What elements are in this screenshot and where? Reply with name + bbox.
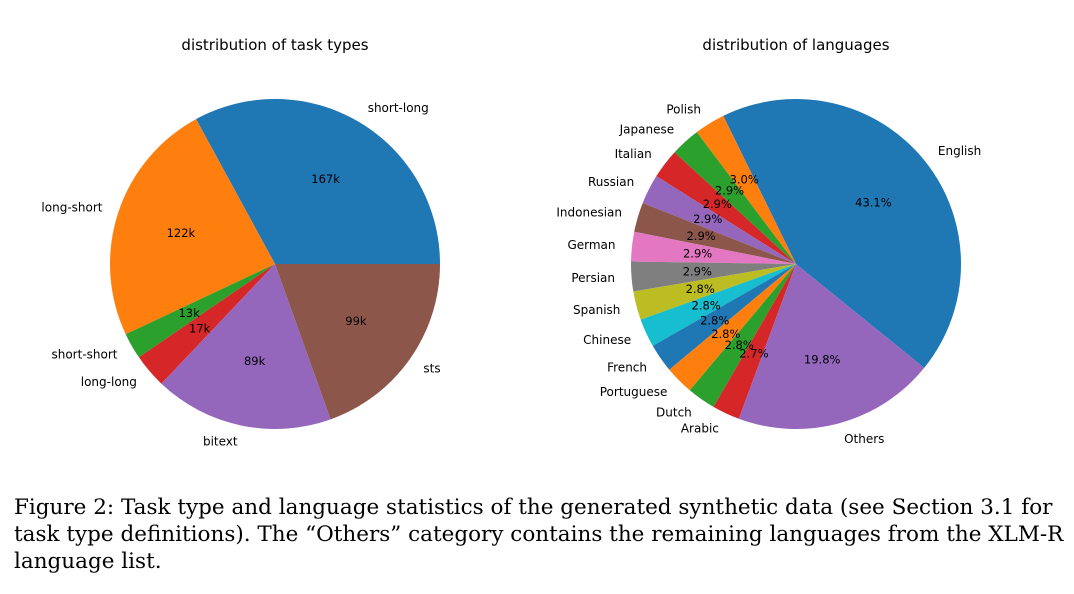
slice-label-polish: Polish	[666, 102, 701, 116]
slice-label-long-short: long-short	[41, 201, 102, 215]
slice-value-english: 43.1%	[855, 195, 892, 209]
slice-value-spanish: 2.8%	[686, 282, 715, 296]
pie-slice-arabic	[713, 264, 796, 419]
pie-slice-russian	[642, 176, 796, 264]
slice-label-arabic: Arabic	[681, 421, 719, 435]
slice-label-sts: sts	[423, 362, 440, 376]
slice-label-bitext: bitext	[203, 435, 238, 449]
slice-value-arabic: 2.7%	[739, 347, 768, 361]
pie-slice-bitext	[161, 264, 331, 429]
pie-slice-dutch	[689, 264, 796, 407]
pie-slice-polish	[696, 115, 796, 265]
slice-label-indonesian: Indonesian	[556, 206, 622, 220]
slice-label-dutch: Dutch	[656, 406, 692, 420]
slice-value-japanese: 2.9%	[715, 184, 744, 198]
figure-caption: Figure 2: Task type and language statist…	[14, 495, 1064, 574]
slice-label-chinese: Chinese	[583, 333, 631, 347]
pie-slice-persian	[631, 261, 796, 292]
slice-value-long-long: 17k	[189, 321, 211, 335]
slice-value-short-short: 13k	[178, 306, 200, 320]
languages-pie-chart: distribution of languages English 43.1% Po…	[556, 36, 981, 446]
pie-slice-portuguese	[669, 264, 796, 391]
slice-value-indonesian: 2.9%	[686, 229, 715, 243]
slice-label-portuguese: Portuguese	[600, 385, 668, 399]
slice-value-dutch: 2.8%	[725, 338, 754, 352]
slice-label-italian: Italian	[615, 147, 652, 161]
slice-value-italian: 2.9%	[703, 197, 732, 211]
slice-label-short-long: short-long	[368, 101, 429, 115]
slice-label-french: French	[607, 361, 647, 375]
languages-chart-title: distribution of languages	[702, 36, 889, 54]
pie-slice-japanese	[674, 132, 796, 264]
slice-value-portuguese: 2.8%	[711, 327, 740, 341]
slice-label-english: English	[938, 144, 981, 158]
slice-label-persian: Persian	[571, 271, 615, 285]
slice-label-japanese: Japanese	[619, 123, 675, 137]
pie-slice-sts	[275, 264, 440, 420]
slice-value-bitext: 89k	[244, 354, 266, 368]
pie-slice-italian	[656, 152, 796, 264]
pie-slice-german	[631, 231, 796, 264]
slice-label-german: German	[567, 238, 615, 252]
pie-slice-long-long	[138, 264, 275, 384]
slice-value-persian: 2.9%	[683, 265, 712, 279]
slice-value-sts: 99k	[345, 314, 367, 328]
pie-slice-short-long	[196, 99, 440, 265]
slice-label-russian: Russian	[588, 175, 634, 189]
slice-label-others: Others	[844, 432, 884, 446]
pie-slice-short-short	[125, 264, 276, 358]
slice-label-spanish: Spanish	[573, 303, 620, 317]
slice-value-russian: 2.9%	[693, 212, 722, 226]
pie-slice-french	[652, 264, 796, 370]
task-types-pie-chart: distribution of task types short-long 167…	[41, 36, 440, 449]
slice-value-others: 19.8%	[804, 353, 841, 367]
slice-value-chinese: 2.8%	[691, 298, 720, 312]
slice-value-short-long: 167k	[311, 172, 340, 186]
pie-slice-spanish	[633, 264, 796, 320]
slice-value-french: 2.8%	[700, 314, 729, 328]
slice-label-short-short: short-short	[51, 347, 117, 361]
slice-value-german: 2.9%	[683, 247, 712, 261]
slice-label-long-long: long-long	[81, 375, 137, 389]
slice-value-long-short: 122k	[167, 226, 196, 240]
pie-slice-english	[723, 98, 962, 368]
pie-slice-chinese	[640, 264, 796, 346]
task-types-chart-title: distribution of task types	[181, 36, 368, 54]
pie-slice-others	[738, 264, 925, 429]
pie-slice-indonesian	[634, 202, 796, 264]
pie-charts: distribution of task types short-long 167…	[41, 36, 981, 449]
slice-value-polish: 3.0%	[730, 173, 759, 187]
pie-slice-long-short	[110, 119, 275, 335]
